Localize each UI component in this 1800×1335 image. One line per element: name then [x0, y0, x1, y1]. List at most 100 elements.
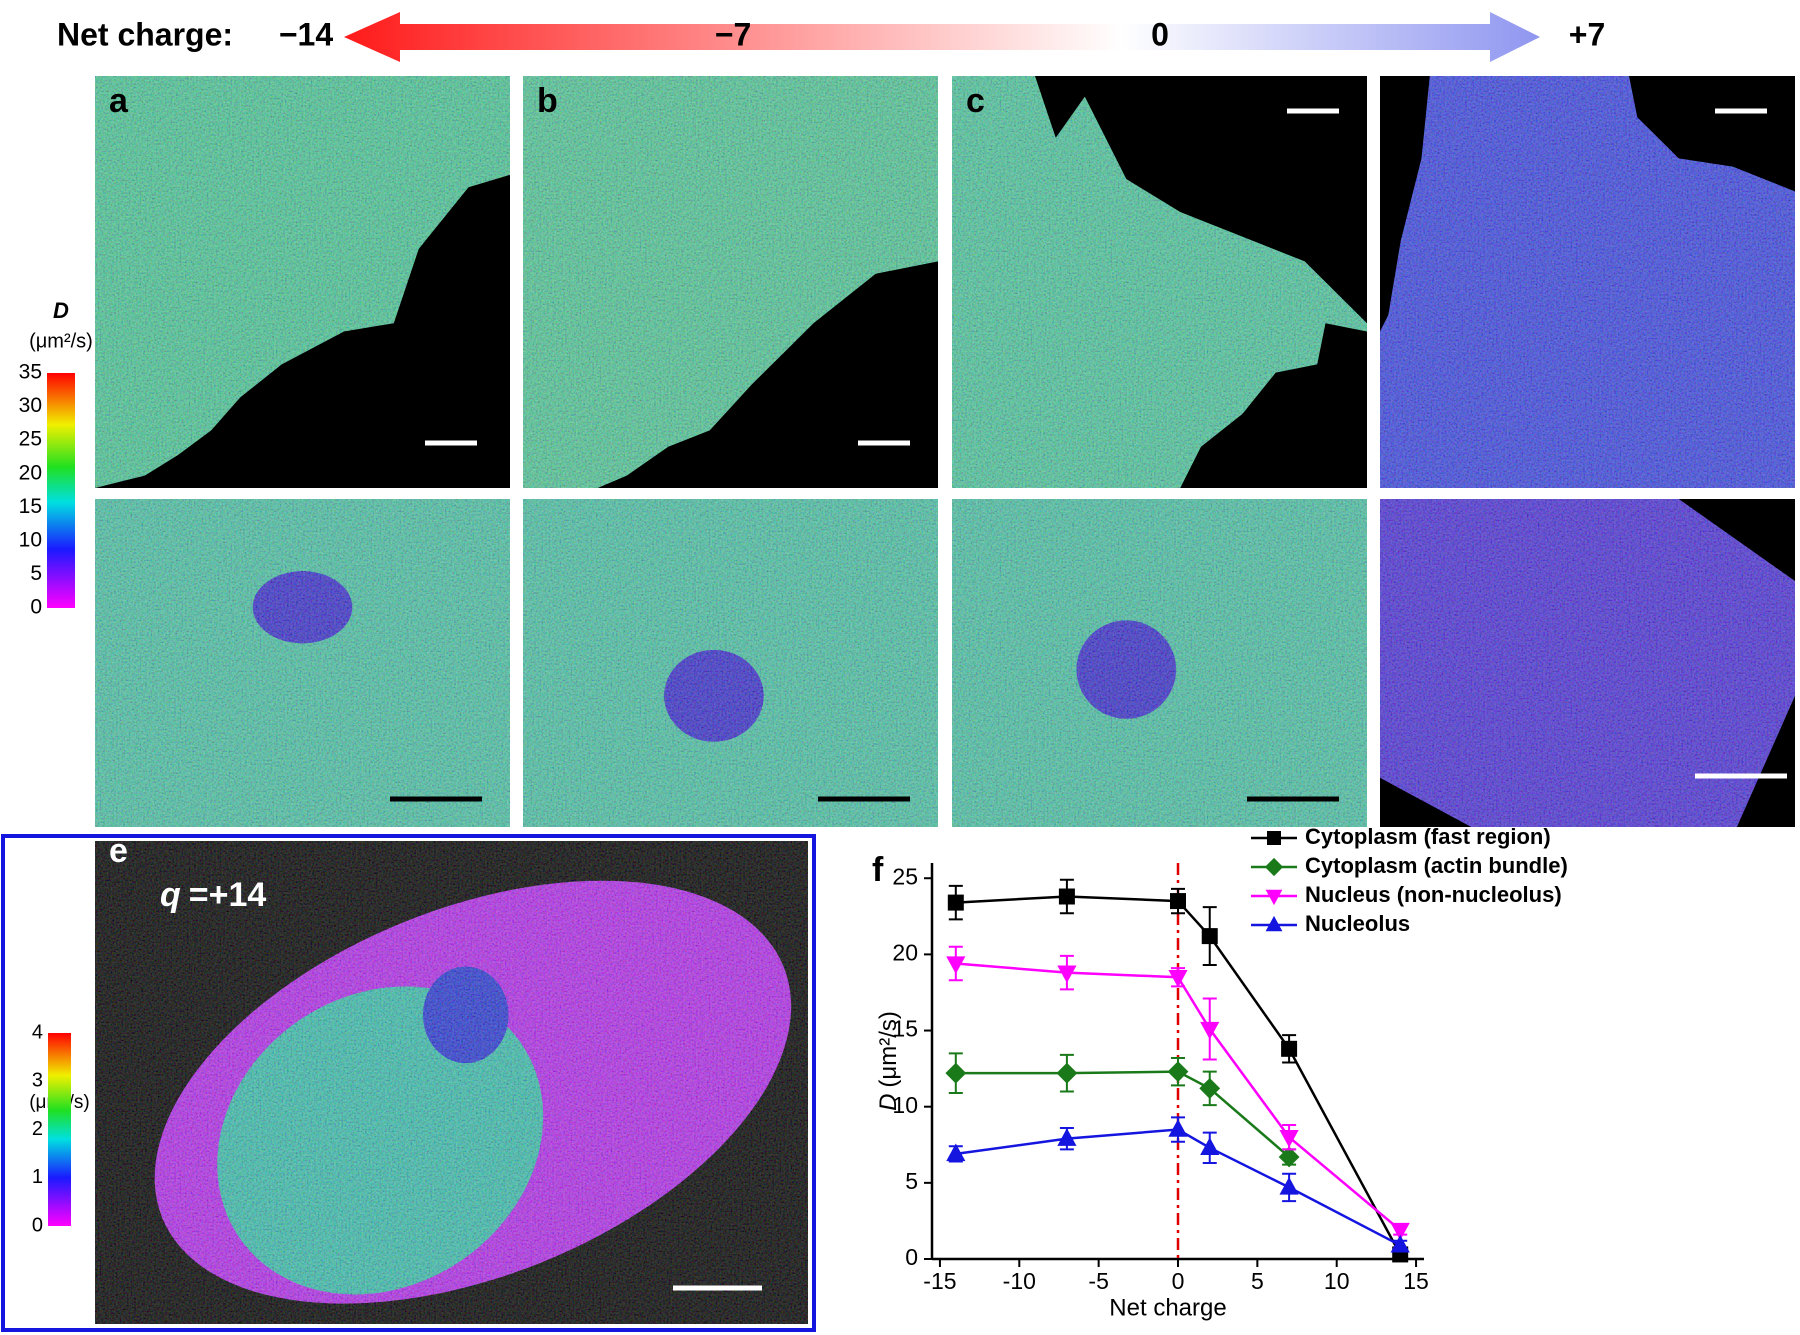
data-point — [1278, 1146, 1300, 1168]
micrograph-texture — [523, 499, 938, 827]
colorbar-tick-label: 2 — [32, 1118, 43, 1140]
annotation-symbol: q — [160, 876, 181, 914]
x-tick-label: 15 — [1403, 1268, 1429, 1294]
data-point — [1279, 1129, 1299, 1148]
colorbar-tick-label: 4 — [32, 1021, 43, 1043]
legend-marker — [1265, 915, 1283, 932]
charge-tick-label: −7 — [715, 16, 751, 52]
y-tick-label: 0 — [905, 1244, 918, 1270]
colorbar-tick-label: 10 — [19, 528, 42, 551]
series-line — [955, 1128, 1401, 1247]
data-point — [1167, 1061, 1189, 1083]
legend-marker — [1264, 857, 1284, 877]
x-tick-label: 5 — [1251, 1268, 1264, 1294]
background-region — [95, 174, 510, 488]
x-axis-label: Net charge — [1109, 1294, 1226, 1321]
series-line — [955, 962, 1401, 1232]
colorbar-unit: (μm²/s) — [29, 330, 93, 352]
panel-label: f — [872, 851, 884, 889]
data-point — [945, 1062, 967, 1084]
panel-label: a — [109, 82, 129, 120]
data-point — [946, 956, 966, 974]
colorbar — [47, 373, 75, 608]
data-point — [1390, 1234, 1410, 1253]
series-line — [955, 1070, 1290, 1158]
data-point — [1200, 1137, 1220, 1156]
colorbar-tick-label: 20 — [19, 461, 42, 484]
background-region — [1180, 323, 1367, 488]
data-point — [947, 894, 964, 911]
background-region — [1380, 777, 1472, 827]
colorbar-tick-label: 5 — [30, 562, 42, 585]
data-point — [1058, 888, 1075, 905]
colorbar-tick-label: 30 — [19, 394, 42, 417]
data-point — [1057, 1128, 1077, 1146]
data-point — [1168, 970, 1188, 988]
micrograph-texture — [95, 841, 808, 1324]
colorbar-tick-label: 0 — [32, 1214, 43, 1236]
panel-label: d — [1394, 82, 1415, 120]
colorbar-tick-label: 0 — [30, 596, 42, 619]
charge-tick-label: −14 — [279, 16, 333, 52]
annotation-text: =+14 — [189, 876, 267, 914]
x-tick-label: 10 — [1324, 1268, 1350, 1294]
legend-marker — [1265, 889, 1283, 906]
panel-label: b — [537, 82, 558, 120]
colorbar-tick-label: 1 — [32, 1166, 43, 1188]
data-point — [1281, 1040, 1298, 1057]
legend-label: Cytoplasm (fast region) — [1305, 824, 1551, 849]
series-line — [955, 895, 1402, 1256]
background-region — [1629, 76, 1795, 192]
colorbar-title: D — [53, 298, 69, 323]
background-region — [597, 261, 938, 488]
y-axis-label: D (μm²/s) — [875, 1011, 902, 1111]
legend-label: Cytoplasm (actin bundle) — [1305, 853, 1568, 878]
y-tick-label: 25 — [892, 863, 918, 889]
data-point — [1170, 893, 1186, 910]
data-point — [1200, 1021, 1220, 1040]
legend-marker — [1267, 831, 1281, 845]
colorbar-tick-label: 35 — [19, 361, 42, 384]
micrograph-texture — [95, 499, 510, 827]
background-region — [1736, 695, 1795, 827]
y-axis-symbol: D — [875, 1094, 902, 1111]
y-tick-label: 5 — [905, 1168, 918, 1194]
x-tick-label: -5 — [1088, 1268, 1108, 1294]
charge-tick-label: 0 — [1151, 16, 1169, 52]
data-point — [1390, 1222, 1410, 1241]
charge-arrow — [344, 12, 1540, 62]
micrograph-texture — [952, 499, 1367, 827]
charge-tick-label: +7 — [1569, 16, 1605, 52]
annotation: q =+14 — [160, 876, 266, 914]
y-tick-label: 10 — [892, 1092, 918, 1118]
header-label: Net charge: — [57, 16, 233, 52]
data-point — [1201, 928, 1218, 945]
data-point — [1279, 1177, 1299, 1195]
panel-e-frame — [1, 834, 816, 1332]
x-tick-label: -15 — [923, 1268, 956, 1294]
micrograph-texture — [1380, 499, 1795, 827]
x-tick-label: -10 — [1003, 1268, 1036, 1294]
colorbar-tick-label: 25 — [19, 428, 42, 451]
data-point — [946, 1143, 966, 1162]
data-point — [1056, 1062, 1078, 1084]
y-tick-label: 20 — [892, 939, 918, 965]
panel-label: e — [109, 832, 128, 870]
background-region — [1380, 76, 1430, 332]
panel-label: c — [966, 82, 985, 120]
legend-label: Nucleolus — [1305, 911, 1410, 936]
background-region — [1035, 76, 1367, 324]
y-tick-label: 15 — [892, 1016, 918, 1042]
data-point — [1199, 1078, 1221, 1099]
data-point — [1057, 965, 1077, 984]
x-tick-label: 0 — [1172, 1268, 1185, 1294]
data-point — [1168, 1119, 1188, 1137]
y-axis-unit: (μm²/s) — [875, 1011, 902, 1087]
background-region — [1678, 499, 1795, 581]
legend-label: Nucleus (non-nucleolus) — [1305, 882, 1562, 907]
colorbar-tick-label: 15 — [19, 495, 42, 518]
colorbar-tick-label: 3 — [32, 1070, 43, 1092]
colorbar — [48, 1033, 71, 1226]
